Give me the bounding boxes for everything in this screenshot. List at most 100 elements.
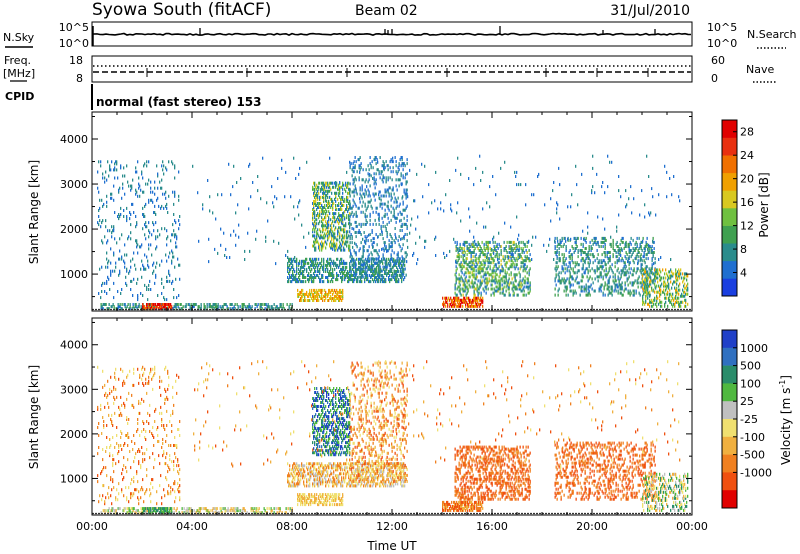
scatter-cell <box>178 170 180 174</box>
scatter-cell <box>473 291 475 295</box>
scatter-cell <box>339 240 341 244</box>
scatter-cell <box>119 186 121 190</box>
scatter-cell <box>512 242 514 246</box>
scatter-cell <box>325 263 327 267</box>
scatter-cell <box>164 305 166 309</box>
scatter-cell <box>292 265 294 269</box>
scatter-cell <box>174 166 176 170</box>
scatter-cell <box>111 231 113 235</box>
scatter-cell <box>321 297 323 300</box>
scatter-cell <box>336 242 338 246</box>
scatter-cell <box>100 296 102 300</box>
scatter-cell <box>526 255 528 259</box>
scatter-cell <box>127 180 129 184</box>
scatter-cell <box>514 277 516 281</box>
scatter-cell <box>484 263 486 267</box>
scatter-cell <box>575 164 577 168</box>
scatter-cell <box>413 199 415 203</box>
scatter-cell <box>313 276 315 279</box>
scatter-cell <box>595 236 597 240</box>
scatter-cell <box>316 234 318 238</box>
scatter-cell <box>646 278 648 282</box>
scatter-cell <box>658 290 660 294</box>
scatter-cell <box>342 267 344 271</box>
scatter-cell <box>291 259 293 263</box>
scatter-cell <box>525 249 527 252</box>
scatter-cell <box>512 285 514 289</box>
scatter-cell <box>379 204 381 208</box>
scatter-cell <box>170 239 172 243</box>
scatter-cell <box>645 294 647 298</box>
scatter-cell <box>507 267 509 271</box>
scatter-cell <box>577 251 579 254</box>
scatter-cell <box>655 274 657 278</box>
scatter-cell <box>520 255 522 259</box>
scatter-cell <box>516 247 518 250</box>
scatter-cell <box>338 193 340 197</box>
scatter-cell <box>611 293 613 297</box>
scatter-cell <box>314 224 316 228</box>
scatter-cell <box>473 245 475 248</box>
scatter-cell <box>351 235 353 239</box>
scatter-cell <box>490 283 492 287</box>
scatter-cell <box>651 263 653 267</box>
scatter-cell <box>212 305 214 309</box>
scatter-cell <box>468 247 470 250</box>
scatter-cell <box>550 219 552 223</box>
scatter-cell <box>467 249 469 252</box>
scatter-cell <box>479 249 481 252</box>
scatter-cell <box>516 170 518 174</box>
scatter-cell <box>338 297 340 300</box>
scatter-cell <box>360 194 362 198</box>
scatter-cell <box>340 214 342 218</box>
scatter-cell <box>581 285 583 289</box>
scatter-cell <box>321 204 323 207</box>
scatter-cell <box>349 182 351 186</box>
scatter-cell <box>353 170 355 174</box>
scatter-cell <box>349 199 351 203</box>
scatter-cell <box>321 185 323 189</box>
scatter-cell <box>524 255 526 259</box>
scatter-cell <box>259 303 261 306</box>
scatter-cell <box>341 185 343 189</box>
scatter-cell <box>628 247 630 250</box>
scatter-cell <box>645 278 647 282</box>
scatter-cell <box>142 303 144 306</box>
scatter-cell <box>327 183 329 187</box>
scatter-cell <box>575 240 577 244</box>
scatter-cell <box>323 181 325 185</box>
scatter-cell <box>344 224 346 228</box>
scatter-cell <box>473 300 475 304</box>
scatter-cell <box>337 234 339 238</box>
scatter-cell <box>599 287 601 291</box>
scatter-cell <box>455 168 457 172</box>
scatter-cell <box>154 192 156 196</box>
scatter-cell <box>639 269 641 273</box>
scatter-cell <box>581 273 583 277</box>
scatter-cell <box>329 156 331 160</box>
scatter-cell <box>636 236 638 240</box>
scatter-cell <box>313 280 315 284</box>
scatter-cell <box>648 251 650 254</box>
scatter-cell <box>178 263 180 267</box>
scatter-cell <box>155 265 157 269</box>
scatter-cell <box>458 263 460 267</box>
scatter-cell <box>99 219 101 223</box>
scatter-cell <box>380 224 382 228</box>
scatter-cell <box>687 302 689 306</box>
scatter-cell <box>460 302 462 306</box>
scatter-cell <box>572 289 574 293</box>
scatter-cell <box>365 190 367 194</box>
scatter-cell <box>209 195 211 199</box>
scatter-cell <box>471 261 473 265</box>
scatter-cell <box>452 302 454 306</box>
scatter-cell <box>603 240 605 244</box>
scatter-cell <box>334 228 336 232</box>
scatter-cell <box>139 245 141 249</box>
scatter-cell <box>220 227 222 231</box>
scatter-cell <box>558 287 560 291</box>
scatter-cell <box>352 198 354 202</box>
scatter-cell <box>313 202 315 205</box>
scatter-cell <box>475 304 477 308</box>
scatter-cell <box>399 178 401 182</box>
